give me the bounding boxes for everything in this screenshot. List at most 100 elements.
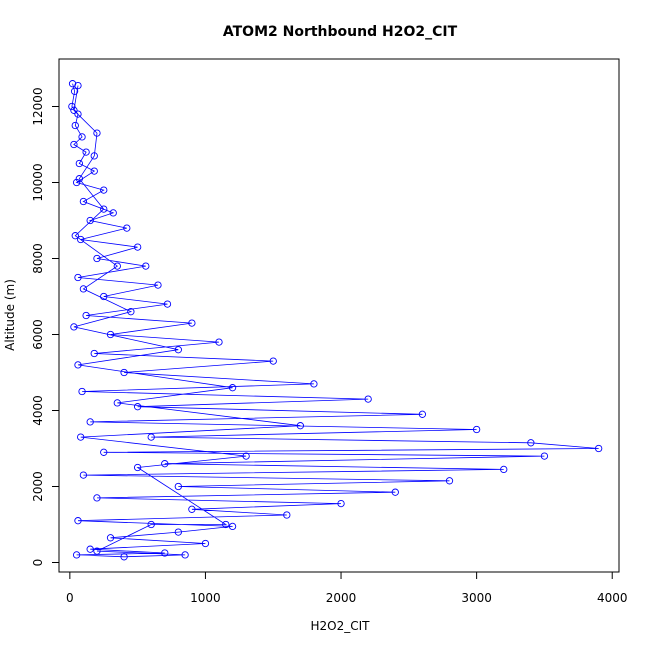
data-point	[215, 338, 223, 346]
data-point	[90, 349, 98, 358]
data-point	[68, 102, 76, 111]
data-point	[133, 463, 142, 472]
data-point	[181, 551, 189, 559]
data-point	[222, 520, 230, 529]
data-point	[445, 477, 454, 485]
data-point	[283, 511, 291, 519]
data-point	[120, 368, 128, 377]
data-point	[77, 235, 85, 244]
data-point	[147, 433, 155, 441]
data-point	[71, 232, 79, 240]
data-point	[79, 471, 88, 479]
y-tick-label: 2000	[31, 471, 45, 502]
data-point	[100, 186, 108, 194]
data-point	[133, 403, 142, 411]
data-point	[142, 262, 150, 270]
data-point	[418, 410, 427, 418]
x-tick-label: 0	[66, 591, 74, 605]
data-point	[74, 81, 82, 90]
data-point	[147, 520, 155, 529]
data-point	[269, 357, 277, 365]
data-point	[74, 361, 82, 369]
data-point	[120, 553, 128, 561]
data-point	[82, 311, 90, 320]
data-point	[72, 551, 81, 559]
x-axis-label: H2O2_CIT	[311, 619, 371, 633]
data-point	[78, 133, 86, 141]
data-point	[472, 425, 481, 434]
data-point	[90, 152, 98, 160]
y-tick-label: 12000	[31, 87, 45, 125]
data-point	[127, 308, 135, 316]
data-point	[106, 330, 115, 339]
data-point	[86, 418, 94, 426]
data-point	[364, 395, 372, 403]
data-point	[74, 273, 82, 282]
y-tick-label: 8000	[31, 243, 45, 274]
data-point	[133, 243, 142, 251]
data-point	[310, 380, 318, 388]
data-series	[68, 80, 603, 561]
data-point	[75, 159, 83, 168]
data-point	[174, 528, 182, 536]
data-point	[93, 254, 101, 263]
data-point	[228, 384, 237, 392]
data-point	[86, 216, 94, 225]
data-point	[161, 460, 169, 468]
data-point	[500, 465, 508, 474]
data-point	[188, 505, 196, 513]
x-tick-label: 4000	[597, 591, 628, 605]
data-point	[242, 452, 250, 460]
data-point	[174, 346, 182, 354]
plot-frame	[58, 58, 620, 573]
y-tick-label: 0	[31, 559, 45, 567]
y-tick-label: 4000	[31, 395, 45, 426]
data-point	[540, 452, 549, 460]
data-point	[163, 300, 172, 308]
y-axis-label: Altitude (m)	[3, 279, 17, 351]
data-point	[100, 205, 108, 213]
data-point	[86, 545, 94, 553]
data-point	[161, 549, 169, 557]
data-point	[527, 439, 535, 447]
data-point	[106, 534, 115, 542]
data-point	[201, 539, 210, 548]
data-point	[337, 499, 345, 508]
data-point	[77, 433, 85, 441]
data-point	[70, 87, 79, 95]
data-point	[93, 129, 101, 137]
data-point	[79, 197, 88, 206]
data-point	[70, 140, 78, 149]
data-point	[82, 148, 90, 156]
data-point	[70, 323, 78, 331]
x-axis: 0 1000 2000 3000 4000	[66, 571, 628, 605]
data-point	[90, 167, 98, 175]
data-point	[113, 399, 121, 407]
y-tick-label: 6000	[31, 319, 45, 350]
data-point	[188, 319, 196, 327]
data-point	[100, 292, 108, 301]
data-point	[174, 482, 182, 491]
data-point	[595, 444, 603, 453]
data-point	[109, 209, 117, 217]
y-tick-label: 10000	[31, 163, 45, 201]
data-point	[93, 547, 101, 555]
x-tick-label: 3000	[461, 591, 492, 605]
data-point	[74, 110, 82, 118]
data-point	[79, 285, 88, 293]
chart-title: ATOM2 Northbound H2O2_CIT	[223, 24, 458, 40]
data-point	[78, 387, 86, 396]
data-point	[74, 517, 82, 525]
data-point	[391, 488, 399, 496]
data-point	[296, 422, 305, 430]
x-tick-label: 2000	[326, 591, 357, 605]
x-tick-label: 1000	[190, 591, 221, 605]
data-point	[93, 494, 101, 502]
data-point	[123, 224, 131, 232]
series-line	[71, 83, 599, 558]
data-point	[100, 448, 108, 456]
data-point	[113, 262, 121, 270]
y-axis: 0 2000 4000 6000 8000 10000 12000	[31, 87, 60, 567]
